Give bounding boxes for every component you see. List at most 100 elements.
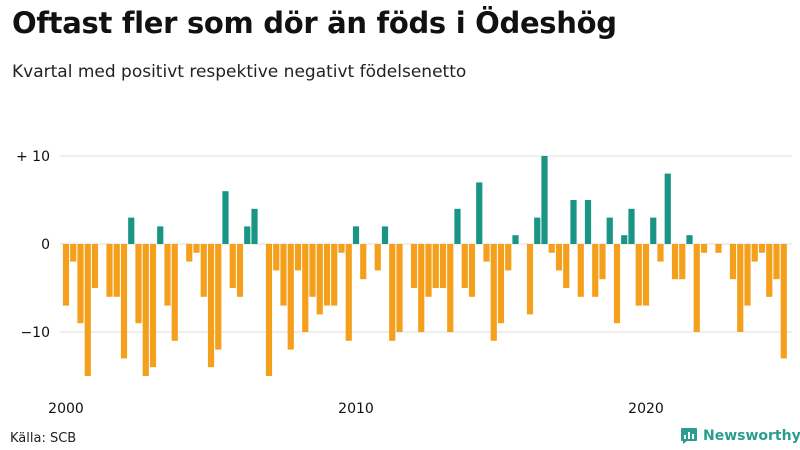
- bar-negative: [635, 244, 642, 306]
- bar-negative: [483, 244, 490, 262]
- bar-positive: [244, 226, 251, 244]
- x-tick-label: 2020: [628, 401, 664, 417]
- bar-negative: [700, 244, 708, 253]
- bar-positive: [352, 226, 360, 244]
- bar-negative: [91, 244, 99, 288]
- bar-positive: [157, 226, 164, 244]
- bar-negative: [360, 244, 367, 280]
- bar-negative: [555, 244, 563, 271]
- bar-negative: [113, 244, 120, 297]
- x-axis-ticks: 2000 2010 2020: [48, 401, 664, 417]
- bar-negative: [592, 244, 599, 297]
- bar-negative: [309, 244, 316, 297]
- bar-negative: [766, 244, 773, 297]
- bar-positive: [628, 208, 635, 244]
- y-tick-label: −10: [20, 325, 50, 341]
- bar-negative: [599, 244, 606, 280]
- bar-negative: [280, 244, 287, 306]
- bar-negative: [418, 244, 425, 332]
- bar-negative: [425, 244, 432, 297]
- bar-negative: [374, 244, 381, 271]
- bar-negative: [671, 244, 679, 280]
- bar-negative: [505, 244, 512, 271]
- bar-negative: [265, 244, 273, 376]
- bar-negative: [758, 244, 766, 253]
- bar-positive: [454, 208, 461, 244]
- bar-negative: [164, 244, 171, 306]
- y-tick-label: + 10: [16, 149, 50, 165]
- chart-title: Oftast fler som dör än föds i Ödeshög: [12, 6, 617, 40]
- bar-positive: [621, 235, 628, 244]
- bar-negative: [744, 244, 751, 306]
- bar-negative: [693, 244, 700, 332]
- bar-positive: [381, 226, 389, 244]
- bar-positive: [222, 191, 229, 244]
- newsworthy-logo-icon: [681, 428, 697, 444]
- bar-negative: [287, 244, 294, 350]
- bar-positive: [476, 182, 483, 244]
- bar-negative: [77, 244, 84, 324]
- bar-negative: [171, 244, 178, 341]
- bar-positive: [606, 217, 613, 244]
- bar-negative: [106, 244, 113, 297]
- bar-negative: [715, 244, 722, 253]
- bar-negative: [642, 244, 650, 306]
- bar-negative: [577, 244, 584, 297]
- bar-negative: [186, 244, 193, 262]
- bar-negative: [200, 244, 207, 297]
- bar-negative: [396, 244, 403, 332]
- bar-negative: [751, 244, 758, 262]
- bar-positive: [664, 173, 671, 244]
- bar-negative: [120, 244, 128, 359]
- bar-positive: [686, 235, 693, 244]
- bar-negative: [780, 244, 787, 359]
- bar-negative: [389, 244, 396, 341]
- bar-negative: [70, 244, 77, 262]
- bar-positive: [584, 200, 592, 244]
- bar-negative: [526, 244, 534, 315]
- bar-negative: [135, 244, 142, 324]
- bar-positive: [534, 217, 541, 244]
- bar-negative: [273, 244, 280, 271]
- bar-positive: [541, 156, 548, 244]
- y-tick-label: 0: [41, 237, 50, 253]
- bar-negative: [447, 244, 454, 332]
- bar-negative: [207, 244, 215, 368]
- bar-negative: [338, 244, 345, 253]
- bar-negative: [548, 244, 555, 253]
- y-axis-ticks: + 10 0 −10: [16, 149, 50, 341]
- bar-negative: [193, 244, 200, 253]
- chart-subtitle: Kvartal med positivt respektive negativt…: [12, 62, 467, 82]
- bar-negative: [345, 244, 352, 341]
- bar-negative: [410, 244, 418, 288]
- bars: [62, 156, 787, 376]
- bar-negative: [142, 244, 149, 376]
- bar-negative: [613, 244, 621, 324]
- bar-positive: [650, 217, 657, 244]
- bar-negative: [236, 244, 244, 297]
- bar-negative: [563, 244, 570, 288]
- bar-negative: [323, 244, 331, 306]
- brand-name: Newsworthy: [703, 428, 800, 444]
- bar-negative: [439, 244, 447, 288]
- bar-negative: [302, 244, 309, 332]
- brand-logo: Newsworthy: [680, 427, 800, 445]
- x-tick-label: 2000: [48, 401, 84, 417]
- bar-negative: [468, 244, 476, 297]
- bar-negative: [229, 244, 236, 288]
- bar-negative: [149, 244, 157, 368]
- source-note: Källa: SCB: [10, 431, 77, 446]
- bar-positive: [251, 208, 258, 244]
- bar-positive: [128, 217, 135, 244]
- bar-negative: [84, 244, 91, 376]
- bar-positive: [570, 200, 577, 244]
- bar-negative: [461, 244, 468, 288]
- bar-negative: [657, 244, 664, 262]
- bar-negative: [773, 244, 780, 280]
- bar-negative: [737, 244, 744, 332]
- bar-negative: [294, 244, 302, 271]
- bar-negative: [62, 244, 70, 306]
- bar-negative: [497, 244, 505, 324]
- bar-negative: [729, 244, 737, 280]
